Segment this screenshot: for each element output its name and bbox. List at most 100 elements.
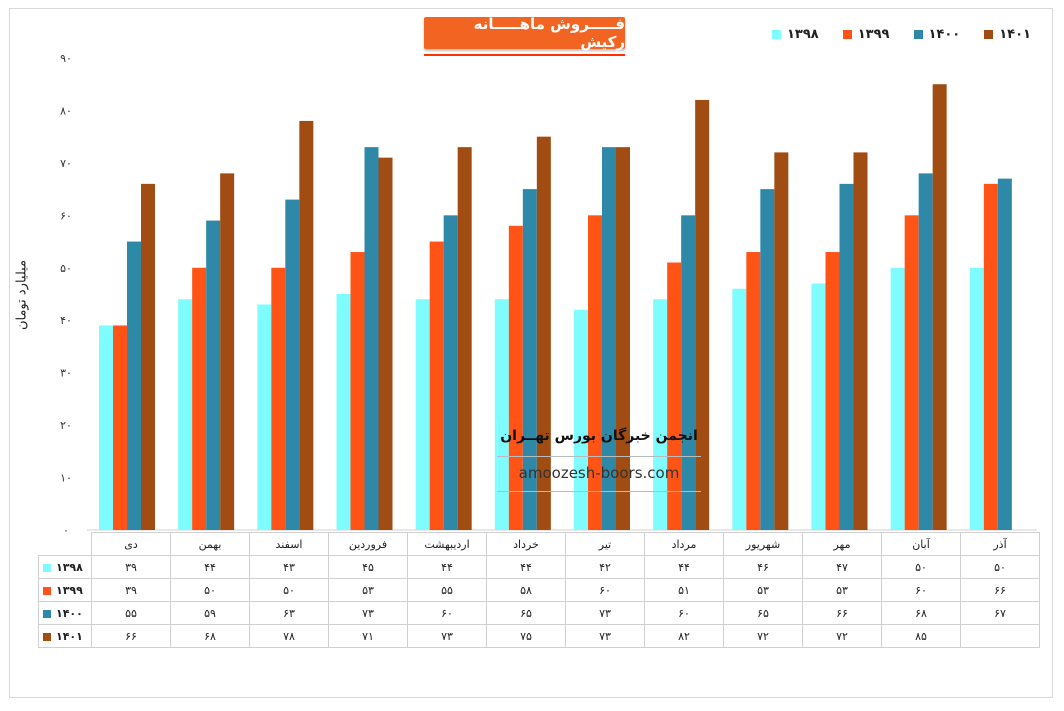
table-cell: ۴۵ [328, 555, 408, 579]
bar [760, 189, 775, 530]
legend-item: ۱۴۰۰ [913, 27, 961, 42]
watermark-divider [497, 456, 701, 457]
table-cell: ۵۱ [644, 578, 724, 602]
table-cell: ۳۹ [91, 578, 171, 602]
table-row: ۱۴۰۰ ۵۵ ۵۹ ۶۳ ۷۳ ۶۰ ۶۵ ۷۳ ۶۰ ۶۵ ۶۶ ۶۸ ۶۷ [38, 601, 1040, 625]
bar [141, 183, 155, 530]
table-swatch [43, 586, 51, 595]
table-cell: ۷۳ [407, 624, 487, 648]
table-cell [960, 624, 1040, 648]
table-cell: ۵۰ [881, 555, 961, 579]
bar [457, 147, 472, 530]
legend-label: ۱۴۰۱ [999, 27, 1031, 42]
bar [969, 267, 984, 530]
table-cell: ۵۳ [328, 578, 408, 602]
x-tick-label: اردیبهشت [407, 532, 487, 556]
x-tick-label: دی [91, 532, 171, 556]
bar [853, 152, 868, 530]
table-series-name: ۱۳۹۹ [56, 583, 83, 597]
watermark-divider-bottom [497, 491, 701, 492]
bar [285, 199, 300, 530]
bar [220, 173, 235, 530]
table-swatch [43, 609, 51, 618]
table-corner [38, 532, 92, 556]
bar [681, 215, 696, 531]
table-cell: ۵۵ [91, 601, 171, 625]
legend-item: ۱۳۹۸ [772, 27, 819, 42]
legend-label: ۱۴۰۰ [928, 27, 961, 42]
bar [364, 147, 379, 530]
bar [494, 299, 509, 530]
bar [508, 225, 523, 531]
table-cell: ۶۰ [407, 601, 487, 625]
bar [811, 283, 826, 530]
table-row: ۱۳۹۹ ۳۹ ۵۰ ۵۰ ۵۳ ۵۵ ۵۸ ۶۰ ۵۱ ۵۳ ۵۳ ۶۰ ۶۶ [38, 578, 1040, 602]
bar [299, 120, 314, 530]
table-cell: ۷۲ [723, 624, 803, 648]
table-cell: ۶۷ [960, 601, 1040, 625]
table-cell: ۳۹ [91, 555, 171, 579]
bar [667, 262, 682, 530]
x-tick-label: تیر [565, 532, 645, 556]
table-row-header: ۱۳۹۹ [38, 578, 92, 602]
table-series-name: ۱۳۹۸ [56, 560, 83, 574]
table-cell: ۵۸ [486, 578, 566, 602]
bar [522, 189, 537, 530]
bar [825, 252, 840, 531]
table-cell: ۵۹ [170, 601, 250, 625]
legend-item: ۱۴۰۱ [984, 27, 1031, 42]
y-tick-label: ۷۰ [60, 157, 72, 170]
watermark: انجمن خبرگان بورس تهــران amoozesh-boors… [497, 420, 701, 492]
table-cell: ۶۰ [565, 578, 645, 602]
legend-swatch [842, 30, 852, 39]
title-underline [424, 54, 625, 56]
table-cell: ۶۸ [881, 601, 961, 625]
x-tick-label: فروردین [328, 532, 408, 556]
bar [574, 309, 588, 530]
table-cell: ۶۰ [644, 601, 724, 625]
y-tick-label: ۳۰ [60, 367, 72, 380]
table-cell: ۴۷ [802, 555, 882, 579]
table-row: ۱۳۹۸ ۳۹ ۴۴ ۴۳ ۴۵ ۴۴ ۴۴ ۴۲ ۴۴ ۴۶ ۴۷ ۵۰ ۵۰ [38, 555, 1040, 579]
bar [415, 299, 430, 530]
bar [257, 304, 272, 530]
table-cell: ۵۳ [802, 578, 882, 602]
bar [271, 267, 286, 530]
table-cell: ۴۶ [723, 555, 803, 579]
bar [536, 136, 551, 530]
table-row-header: ۱۳۹۸ [38, 555, 92, 579]
table-series-name: ۱۴۰۱ [56, 629, 83, 643]
table-cell: ۶۵ [723, 601, 803, 625]
table-cell: ۶۸ [170, 624, 250, 648]
table-cell: ۶۰ [881, 578, 961, 602]
bar [378, 157, 393, 530]
bar [774, 152, 789, 530]
table-cell: ۶۶ [960, 578, 1040, 602]
y-tick-label: ۰ [63, 524, 69, 537]
chart-frame [9, 8, 1053, 698]
watermark-url: amoozesh-boors.com [518, 464, 680, 482]
legend-swatch [913, 30, 923, 39]
bar [890, 267, 905, 530]
table-cell: ۸۵ [881, 624, 961, 648]
table-cell: ۷۳ [565, 624, 645, 648]
bar [429, 241, 444, 531]
x-tick-label: مهر [802, 532, 882, 556]
table-cell: ۶۳ [249, 601, 329, 625]
bar [443, 215, 458, 531]
table-cell: ۴۴ [170, 555, 250, 579]
y-tick-label: ۱۰ [60, 472, 72, 485]
x-tick-label: اسفند [249, 532, 329, 556]
legend-swatch [772, 30, 781, 39]
y-tick-label: ۵۰ [60, 262, 72, 275]
legend: ۱۳۹۸ ۱۳۹۹ ۱۴۰۰ ۱۴۰۱ [772, 27, 1031, 42]
table-cell: ۶۶ [91, 624, 171, 648]
table-cell: ۶۶ [802, 601, 882, 625]
table-row: ۱۴۰۱ ۶۶ ۶۸ ۷۸ ۷۱ ۷۳ ۷۵ ۷۳ ۸۲ ۷۲ ۷۲ ۸۵ [38, 624, 1040, 648]
bar [588, 215, 602, 531]
table-swatch [43, 563, 51, 572]
y-tick-label: ۹۰ [60, 52, 72, 65]
table-cell: ۴۴ [644, 555, 724, 579]
watermark-org-name: انجمن خبرگان بورس تهــران [500, 428, 698, 444]
table-cell: ۵۰ [960, 555, 1040, 579]
